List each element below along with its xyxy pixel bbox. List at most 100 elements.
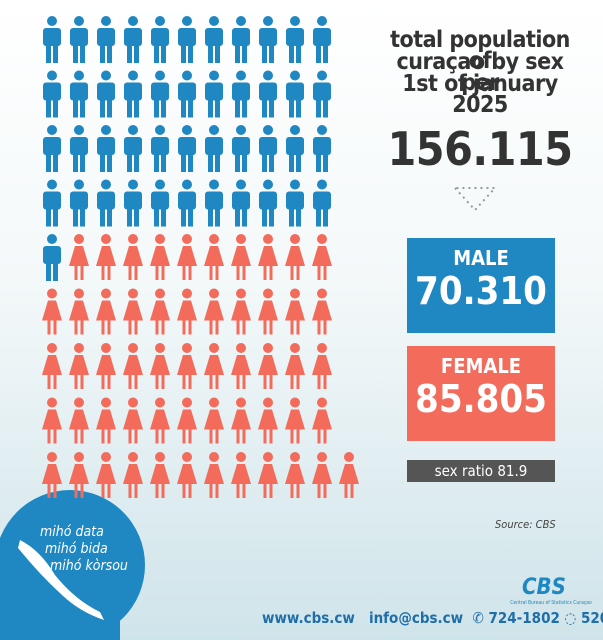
male-icon [205,179,223,227]
male-icon [97,16,115,63]
female-icon [123,234,143,280]
phone[interactable]: 724-1802 [488,609,560,627]
male-icon [286,125,304,172]
slogan: mihó bida [45,541,108,557]
female-icon [150,288,170,335]
female-icon [123,343,143,389]
female-icon [285,397,305,444]
female-icon [69,452,89,498]
female-icon [312,288,332,335]
female-icon [177,343,197,389]
female-icon [96,343,116,389]
female-icon [258,234,278,280]
male-icon [43,16,61,63]
title-line: total population of [390,27,570,74]
arrow [452,187,498,212]
male-icon [43,125,61,172]
male-icon [259,125,277,172]
female-icon [204,397,224,444]
male-icon [151,70,169,118]
female-icon [69,343,89,389]
female-icon [150,234,170,280]
male-icon [178,16,196,63]
male-icon [178,125,196,172]
female-icon [150,397,170,444]
female-box: FEMALE 85.805 [407,346,555,441]
male-icon [70,179,88,227]
male-icon [124,70,142,118]
male-icon [178,70,196,118]
female-icon [177,397,197,444]
male-icon [286,16,304,63]
female-icon [231,288,251,335]
male-icon [151,16,169,63]
female-icon [42,343,62,389]
female-icon [204,343,224,389]
male-icon [43,179,61,227]
female-icon [96,397,116,444]
female-icon [42,288,62,335]
female-icon [312,343,332,389]
male-icon [259,179,277,227]
male-icon [97,179,115,227]
female-icon [123,397,143,444]
website[interactable]: www.cbs.cw [262,609,355,627]
female-value: 85.805 [415,377,547,421]
male-icon [232,125,250,172]
female-icon [150,452,170,498]
male-icon [313,16,331,63]
sex-ratio: sex ratio 81.9 [407,460,555,482]
female-label: FEMALE [440,354,522,378]
female-icon [42,452,62,498]
male-icon [205,125,223,172]
male-icon [232,179,250,227]
island [18,540,104,620]
female-icon [204,452,224,498]
female-icon [312,234,332,280]
title-line: curaçao by sex per [396,49,564,96]
female-icon [204,234,224,280]
female-icon [231,452,251,498]
male-icon [313,70,331,118]
male-icon [43,70,61,118]
female-icon [204,288,224,335]
slogan: mihó data [40,524,104,540]
female-icon [231,234,251,280]
male-icon [286,70,304,118]
total: 156.115 [387,122,574,176]
male-icon [259,70,277,118]
female-icon [96,234,116,280]
female-icon [339,452,359,498]
whatsapp[interactable]: 520-2227 [581,609,603,627]
circle-badge [0,490,145,640]
source: Source: CBS [495,518,556,531]
male-icon [178,179,196,227]
male-icon [313,179,331,227]
male-icon [232,16,250,63]
female-icon [285,288,305,335]
female-icon [258,288,278,335]
female-icon [258,397,278,444]
female-icon [69,234,89,280]
female-icon [123,288,143,335]
male-box: MALE 70.310 [407,238,555,333]
female-icon [69,288,89,335]
male-icon [43,234,61,281]
female-icon [150,343,170,389]
male-icon [259,16,277,63]
female-icon [177,234,197,280]
male-value: 70.310 [415,269,547,313]
male-icon [286,179,304,227]
female-icon [285,234,305,280]
male-icon [124,16,142,63]
female-icon [231,343,251,389]
email[interactable]: info@cbs.cw [368,609,464,627]
female-icon [69,397,89,444]
male-icon [151,125,169,172]
logo-subtitle: Central Bureau of Statistics Curaçao [510,600,592,606]
male-icon [205,16,223,63]
female-icon [177,288,197,335]
male-icon [70,70,88,118]
female-icon [258,452,278,498]
